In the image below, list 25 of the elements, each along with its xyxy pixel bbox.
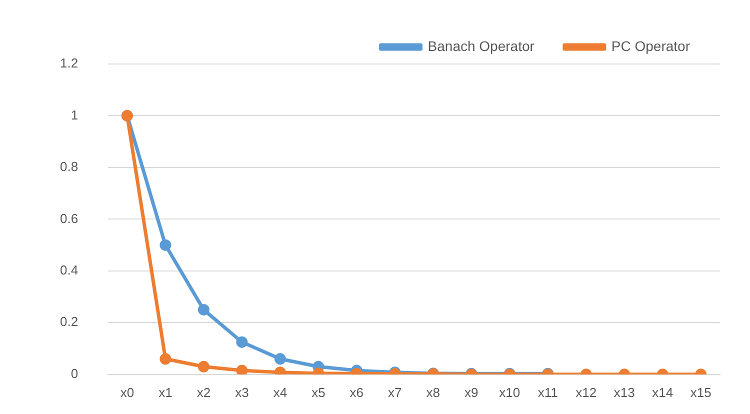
x-tick-label: x12	[576, 384, 597, 400]
x-tick-label: x10	[499, 384, 520, 400]
x-tick-label: x0	[120, 384, 134, 400]
y-tick-label: 1	[70, 107, 78, 122]
x-tick-label: x1	[158, 384, 172, 400]
y-tick-label: 0.6	[60, 210, 78, 226]
x-tick-label: x8	[426, 384, 440, 400]
x-tick-label: x5	[312, 384, 326, 400]
x-tick-label: x15	[690, 384, 712, 400]
x-tick-label: x11	[538, 384, 558, 400]
x-tick-label: x7	[388, 384, 402, 400]
x-tick-label: x3	[235, 384, 249, 400]
x-tick-label: x14	[652, 384, 674, 400]
x-tick-label: x13	[614, 384, 635, 400]
x-tick-label: x2	[196, 384, 211, 400]
y-tick-label: 0.8	[60, 159, 78, 174]
legend-label: Banach Operator	[428, 38, 535, 54]
y-tick-label: 0.4	[60, 262, 78, 278]
x-tick-label: x4	[273, 384, 288, 400]
y-tick-label: 1.2	[60, 56, 78, 71]
x-tick-label: x6	[350, 384, 364, 400]
legend-label: PC Operator	[611, 38, 690, 54]
y-tick-label: 0.2	[60, 314, 78, 330]
y-tick-label: 0	[70, 366, 78, 381]
x-tick-label: x9	[464, 384, 478, 400]
